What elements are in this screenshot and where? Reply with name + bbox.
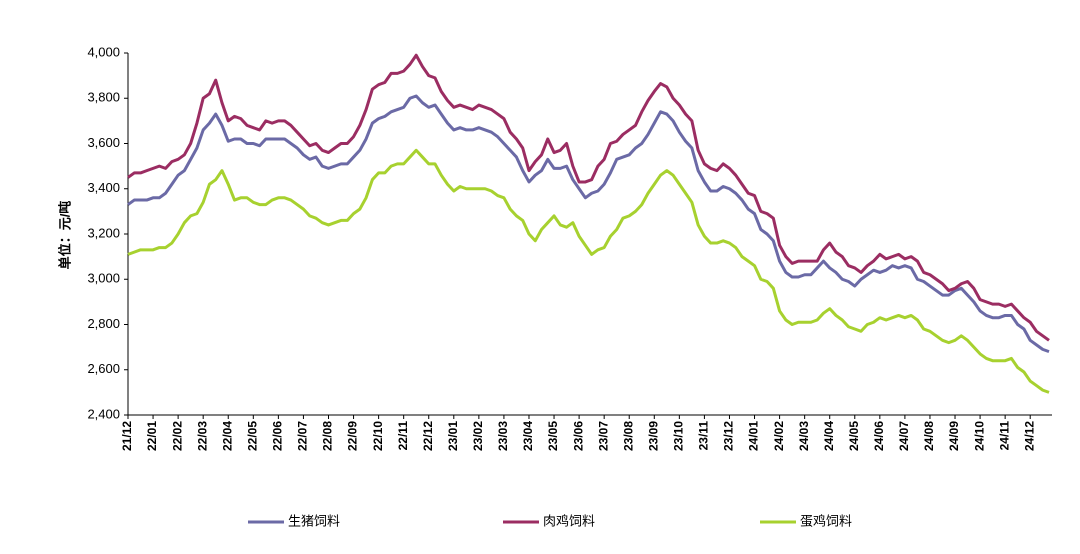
- x-tick-label: 24/09: [947, 421, 961, 451]
- x-tick-label: 23/11: [697, 421, 711, 451]
- series-line: [127, 94, 1050, 354]
- y-tick-label: 4,000: [87, 44, 120, 59]
- series-line: [127, 148, 1050, 394]
- x-tick-label: 22/04: [220, 421, 234, 451]
- x-tick-label: 24/08: [922, 421, 936, 451]
- series-line: [127, 53, 1050, 342]
- x-tick-label: 23/08: [621, 421, 635, 451]
- x-tick-label: 22/02: [170, 421, 184, 451]
- x-tick-label: 22/03: [195, 421, 209, 451]
- y-axis-label: 单位：元/吨: [57, 201, 72, 270]
- x-tick-label: 23/06: [571, 421, 585, 451]
- x-tick-label: 24/03: [797, 421, 811, 451]
- y-tick-label: 2,800: [87, 316, 120, 331]
- x-tick-label: 22/10: [371, 421, 385, 451]
- x-tick-label: 24/02: [772, 421, 786, 451]
- y-tick-label: 3,600: [87, 135, 120, 150]
- x-tick-label: 22/12: [421, 421, 435, 451]
- x-tick-label: 23/03: [496, 421, 510, 451]
- legend-label: 肉鸡饲料: [543, 513, 595, 528]
- x-tick-label: 24/10: [972, 421, 986, 451]
- x-tick-label: 22/08: [321, 421, 335, 451]
- y-tick-label: 3,000: [87, 271, 120, 286]
- x-tick-label: 22/11: [396, 421, 410, 451]
- legend-label: 生猪饲料: [288, 513, 340, 528]
- x-tick-label: 23/07: [596, 421, 610, 451]
- x-tick-label: 22/01: [145, 421, 159, 451]
- x-tick-label: 23/01: [446, 421, 460, 451]
- x-tick-label: 23/04: [521, 421, 535, 451]
- legend-label: 蛋鸡饲料: [800, 513, 852, 528]
- x-tick-label: 23/02: [471, 421, 485, 451]
- x-tick-label: 22/07: [296, 421, 310, 451]
- x-tick-label: 24/12: [1022, 421, 1036, 451]
- x-tick-label: 22/05: [245, 421, 259, 451]
- x-tick-label: 24/11: [997, 421, 1011, 451]
- y-tick-label: 2,400: [87, 406, 120, 421]
- x-tick-label: 22/09: [346, 421, 360, 451]
- y-tick-label: 3,200: [87, 225, 120, 240]
- x-tick-label: 24/05: [847, 421, 861, 451]
- y-tick-label: 3,400: [87, 180, 120, 195]
- x-tick-label: 24/07: [897, 421, 911, 451]
- x-tick-label: 24/04: [822, 421, 836, 451]
- x-tick-label: 24/06: [872, 421, 886, 451]
- x-tick-label: 23/12: [722, 421, 736, 451]
- x-tick-label: 23/10: [672, 421, 686, 451]
- y-tick-label: 3,800: [87, 90, 120, 105]
- x-tick-label: 23/05: [546, 421, 560, 451]
- x-tick-label: 23/09: [646, 421, 660, 451]
- x-tick-label: 22/06: [271, 421, 285, 451]
- x-tick-label: 24/01: [747, 421, 761, 451]
- x-tick-label: 21/12: [120, 421, 134, 451]
- y-tick-label: 2,600: [87, 361, 120, 376]
